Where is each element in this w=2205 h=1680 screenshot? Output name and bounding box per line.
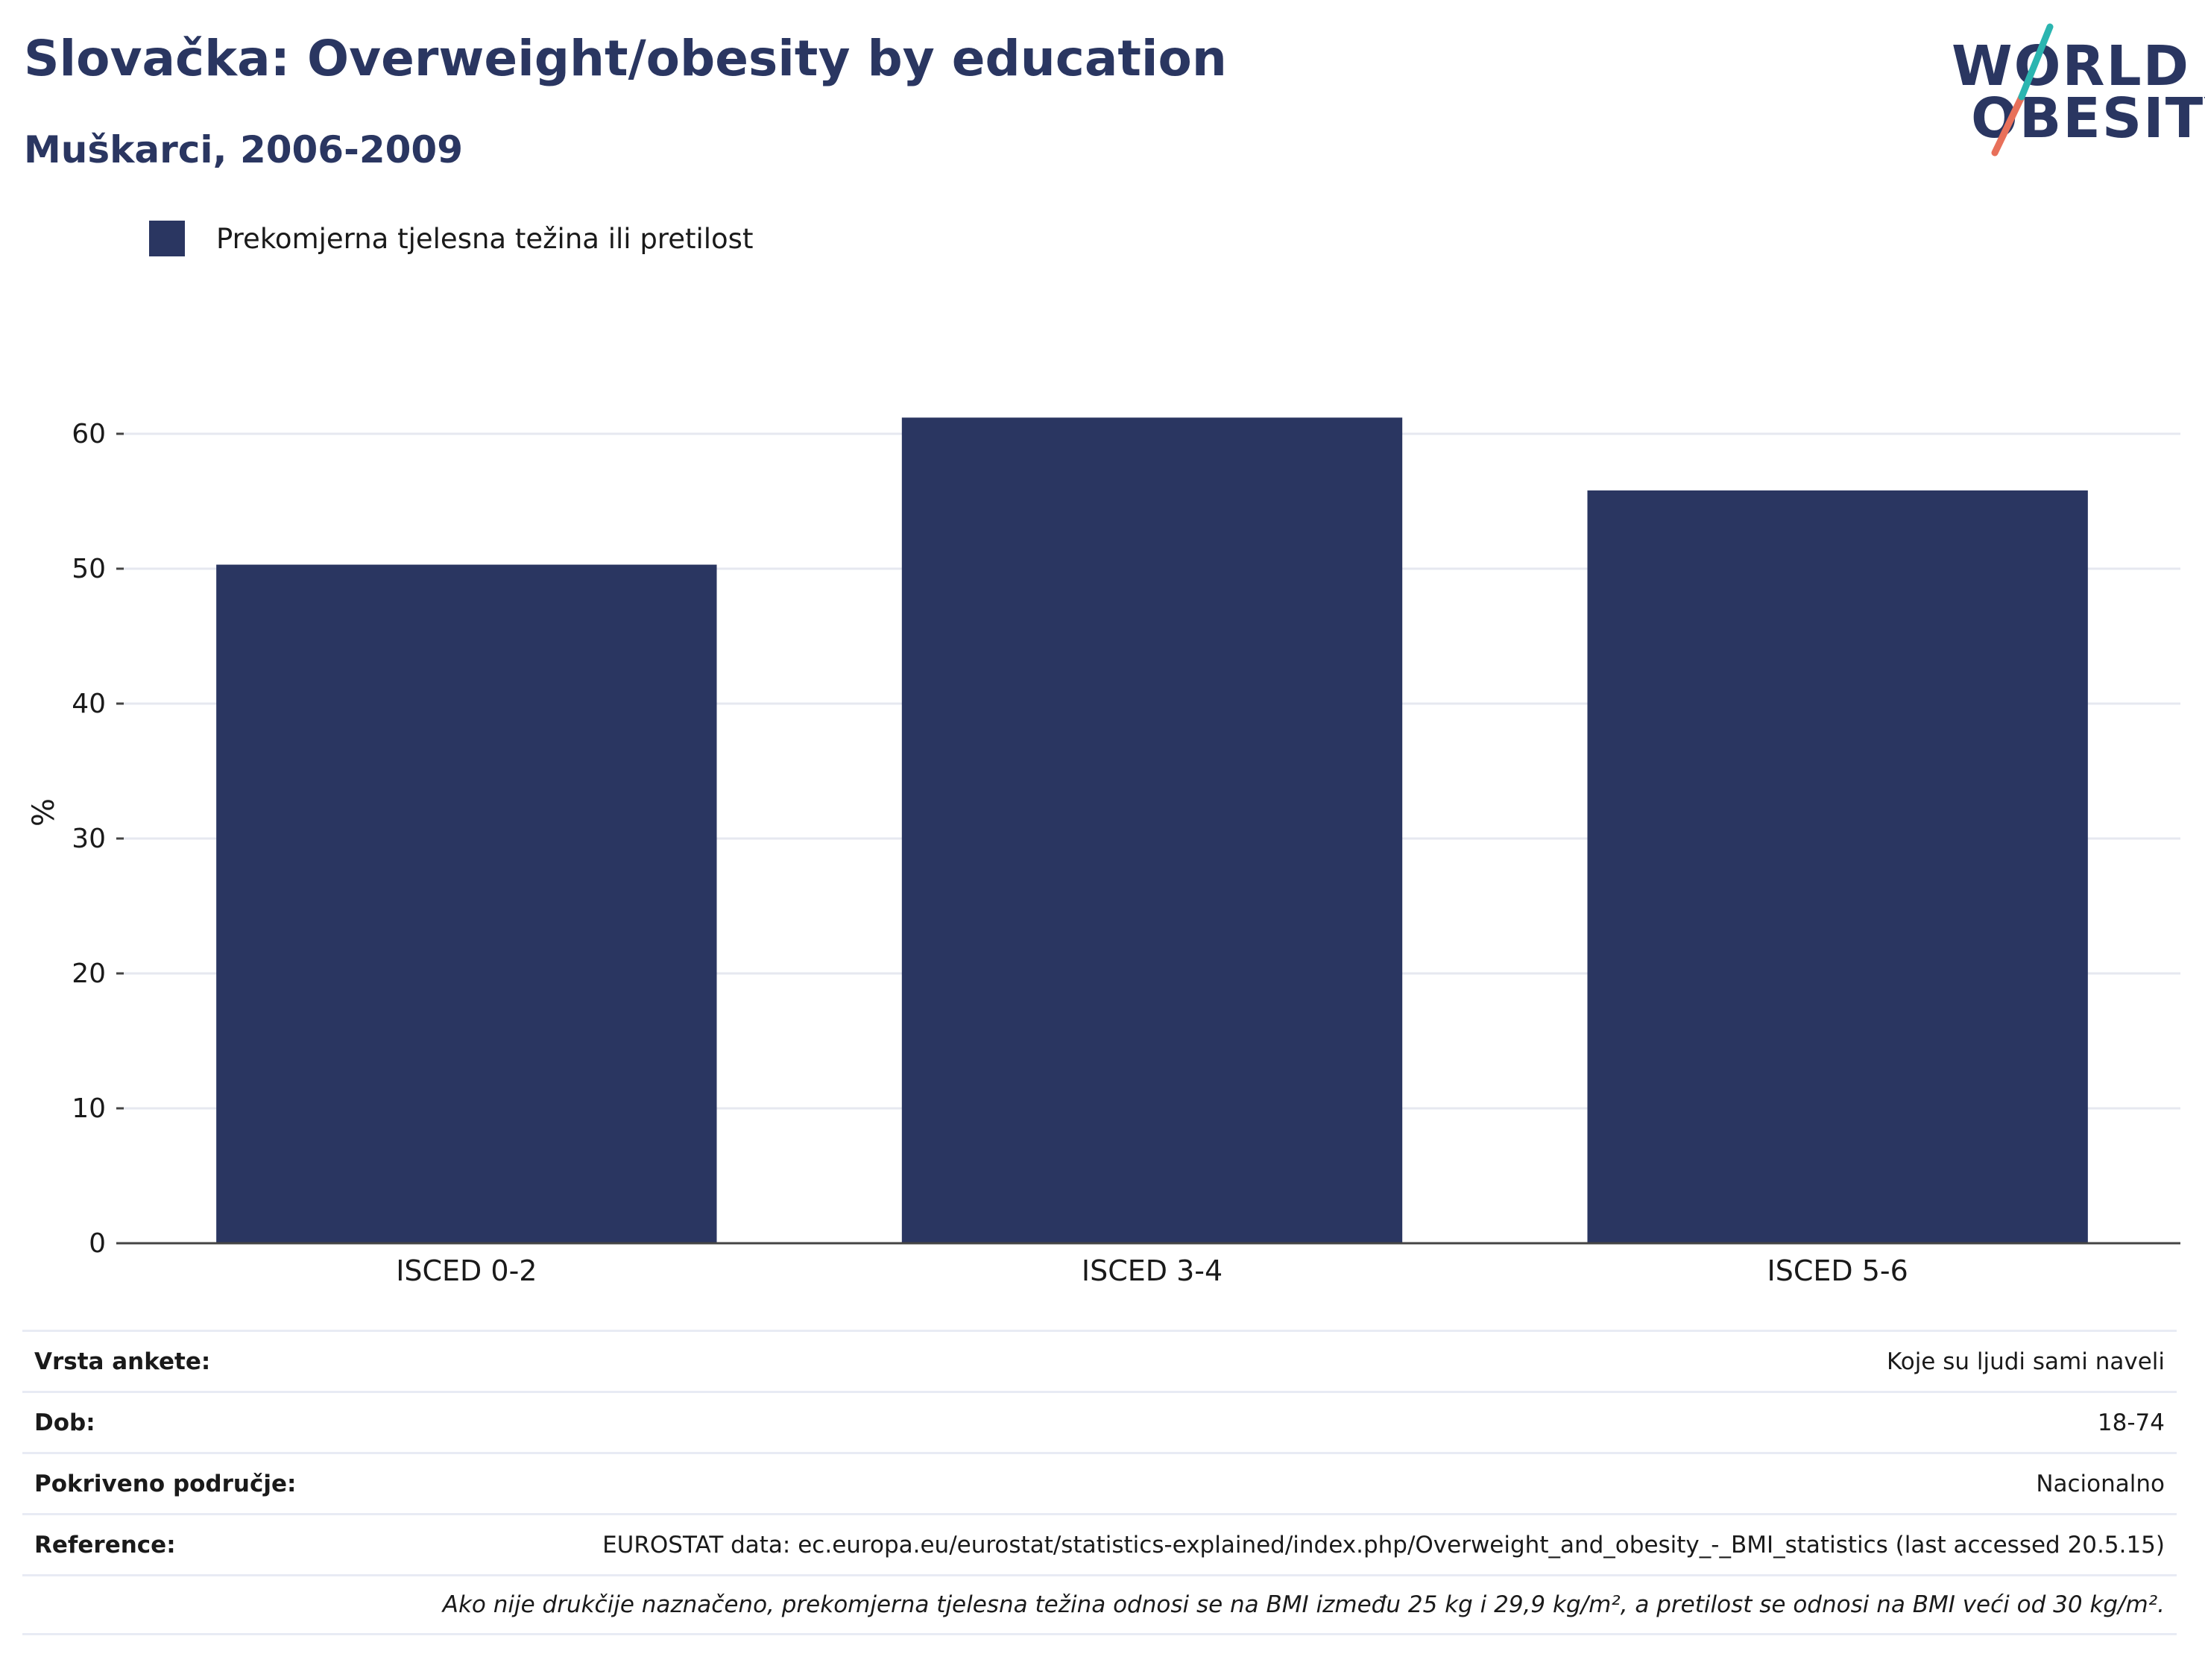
- info-key: Reference:: [34, 1531, 176, 1559]
- y-tick-label: 10: [72, 1093, 106, 1124]
- info-row-age: Dob: 18-74: [22, 1391, 2177, 1452]
- x-tick-label: ISCED 3-4: [1082, 1254, 1223, 1287]
- info-key: Pokriveno područje:: [34, 1470, 297, 1497]
- legend-swatch: [149, 221, 185, 256]
- logo-text-world: WORLD: [1952, 34, 2191, 98]
- y-tick-label: 20: [72, 959, 106, 989]
- bar: [901, 417, 1403, 1243]
- legend-label: Prekomjerna tjelesna težina ili pretilos…: [216, 222, 754, 255]
- info-value: EUROSTAT data: ec.europa.eu/eurostat/sta…: [602, 1531, 2165, 1559]
- y-tick-label: 30: [72, 824, 106, 854]
- x-tick-label: ISCED 0-2: [396, 1254, 537, 1287]
- bar: [1587, 490, 2088, 1243]
- info-value: 18-74: [2097, 1409, 2165, 1436]
- info-key: Vrsta ankete:: [34, 1348, 211, 1375]
- world-obesity-logo: WORLD OBESITY: [1938, 22, 2205, 157]
- info-value: Nacionalno: [2036, 1470, 2165, 1497]
- y-tick-label: 50: [72, 554, 106, 584]
- bar-chart: 0 10 20 30 40 50 60 ISCED 0-2 ISCED 3-4 ISCED 5-6…: [27, 417, 2180, 1287]
- axes: 0 10 20 30 40 50 60 ISCED 0-2 ISCED 3-4 ISCED 5-6: [72, 419, 2180, 1287]
- chart-subtitle: Muškarci, 2006-2009: [24, 128, 464, 171]
- info-row-reference: Reference: EUROSTAT data: ec.europa.eu/e…: [22, 1513, 2177, 1574]
- bar: [216, 564, 717, 1243]
- info-table: Vrsta ankete: Koje su ljudi sami naveli …: [22, 1330, 2177, 1635]
- x-tick-label: ISCED 5-6: [1767, 1254, 1908, 1287]
- info-row-survey-type: Vrsta ankete: Koje su ljudi sami naveli: [22, 1330, 2177, 1391]
- y-tick-label: 0: [89, 1228, 106, 1259]
- info-value: Koje su ljudi sami naveli: [1886, 1348, 2165, 1375]
- y-tick-label: 60: [72, 419, 106, 449]
- chart-title: Slovačka: Overweight/obesity by educatio…: [24, 30, 1227, 87]
- bars: [216, 417, 2088, 1243]
- info-footnote: Ako nije drukčije naznačeno, prekomjerna…: [22, 1574, 2177, 1635]
- info-key: Dob:: [34, 1409, 95, 1436]
- y-axis-label: %: [27, 798, 61, 827]
- y-tick-label: 40: [72, 689, 106, 719]
- logo-slash-icon: [1991, 23, 2054, 157]
- info-row-coverage: Pokriveno područje: Nacionalno: [22, 1452, 2177, 1513]
- chart-legend: Prekomjerna tjelesna težina ili pretilos…: [149, 221, 753, 256]
